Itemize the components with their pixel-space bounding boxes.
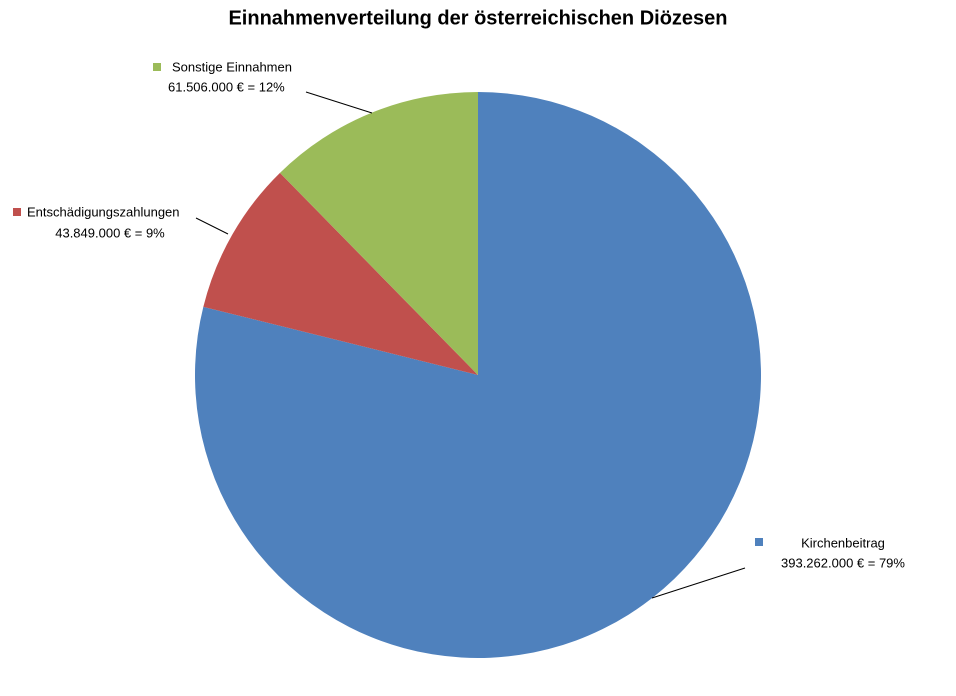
value-label: 43.849.000 € = 9% [55,225,165,240]
pie-slice [279,92,478,375]
legend-marker [755,538,763,546]
category-label: Kirchenbeitrag [801,535,885,550]
category-label: Entschädigungszahlungen [27,204,180,219]
leader-line [651,567,746,599]
leader-line [305,91,373,114]
pie-slice [203,172,478,375]
legend-marker [13,208,21,216]
leader-line [195,217,229,235]
legend-marker [153,63,161,71]
value-label: 393.262.000 € = 79% [781,555,905,570]
value-label: 61.506.000 € = 12% [168,79,285,94]
chart-title: Einnahmenverteilung der österreichischen… [228,7,727,29]
category-label: Sonstige Einnahmen [172,59,292,74]
